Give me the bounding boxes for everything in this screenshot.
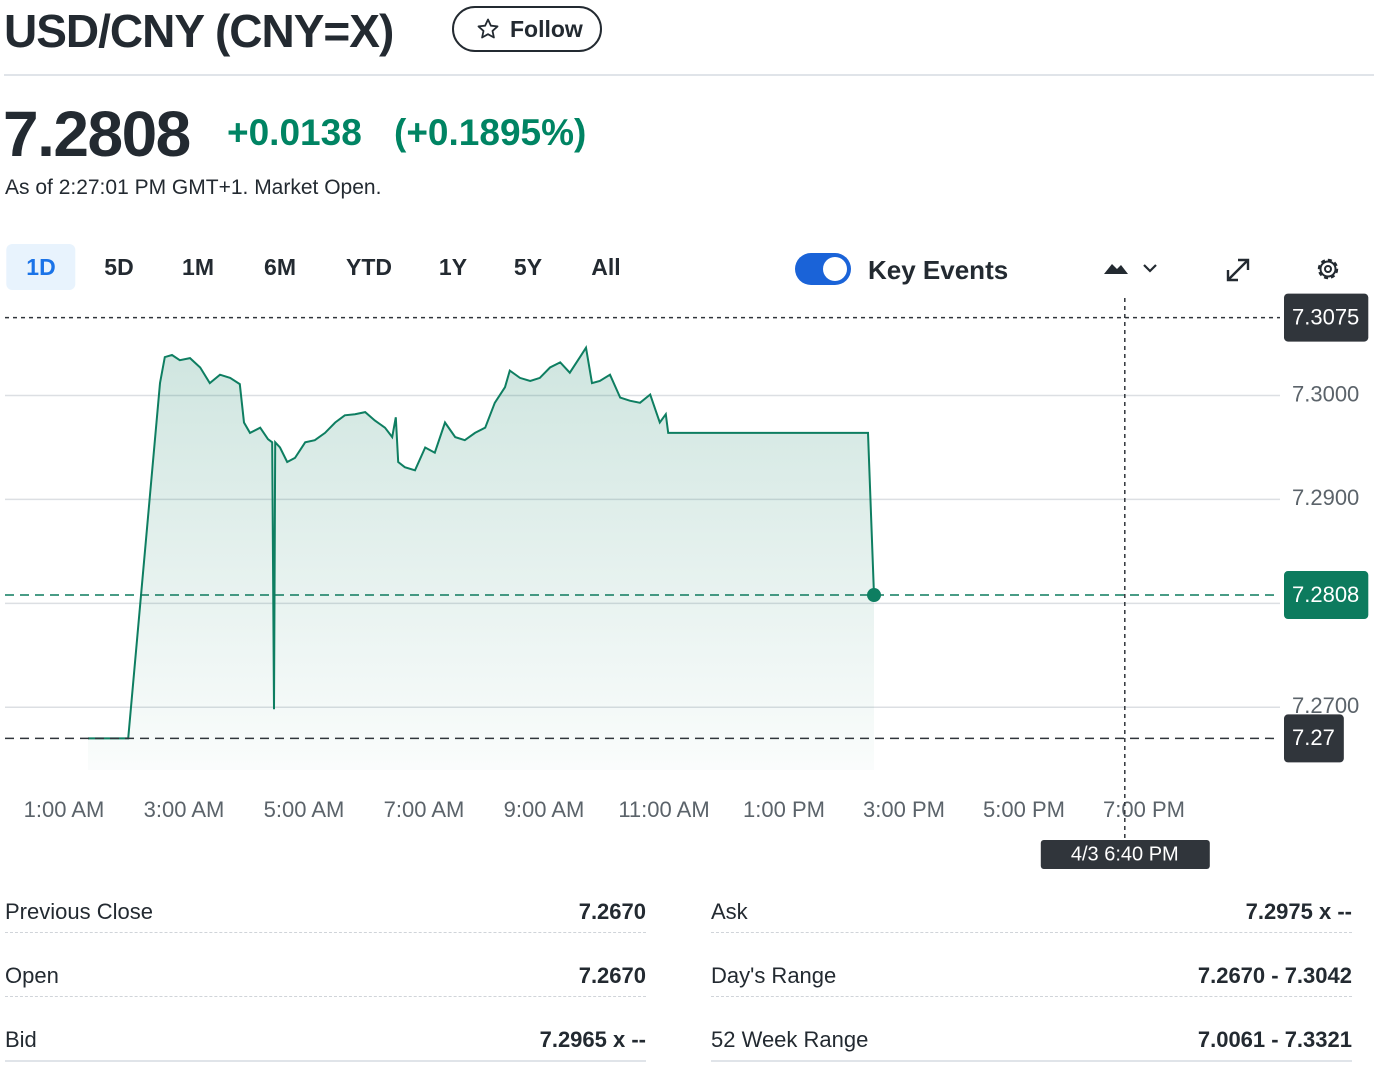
range-tab[interactable]: 5D (104, 254, 134, 280)
x-tick-label: 11:00 AM (618, 797, 709, 822)
crosshair-x-label: 4/3 6:40 PM (1071, 843, 1179, 865)
stat-row: 52 Week Range 7.0061 - 7.3321 (711, 1020, 1352, 1062)
chart-tools (1104, 258, 1339, 282)
stat-label: Day's Range (711, 963, 837, 988)
reference-badge (1284, 571, 1369, 620)
stat-row: Ask 7.2975 x -- (711, 892, 1352, 933)
as-of: As of 2:27:01 PM GMT+1. Market Open. (5, 176, 382, 199)
stat-row: Day's Range 7.2670 - 7.3042 (711, 956, 1352, 997)
range-tab[interactable]: 6M (264, 254, 296, 280)
price-change: +0.0138 (227, 112, 362, 153)
quote-title: USD/CNY (CNY=X) (4, 5, 394, 57)
price: 7.2808 (3, 98, 191, 170)
reference-label: 7.27 (1292, 725, 1335, 750)
area-icon (1104, 264, 1128, 274)
stat-label: Open (5, 963, 59, 988)
stat-label: Ask (711, 899, 748, 924)
y-tick-label: 7.3000 (1292, 381, 1359, 406)
toggle-knob (823, 257, 847, 281)
x-tick-label: 7:00 AM (384, 797, 465, 822)
stat-label: Bid (5, 1027, 37, 1052)
stat-value: 7.2975 x -- (1245, 899, 1352, 924)
stat-row: Bid 7.2965 x -- (5, 1020, 646, 1062)
key-events-label: Key Events (868, 255, 1009, 285)
x-tick-label: 5:00 AM (264, 797, 345, 822)
chevron-icon (1143, 264, 1157, 273)
stat-value: 7.2965 x -- (539, 1027, 646, 1052)
price-line (88, 344, 875, 740)
chart-type-button[interactable] (1104, 264, 1157, 274)
gear-hole (1324, 265, 1332, 273)
expand-button[interactable] (1226, 258, 1250, 282)
divider (4, 74, 1374, 76)
stat-value: 7.0061 - 7.3321 (1197, 1027, 1352, 1052)
area-fill (88, 347, 874, 770)
crosshair-y-badge (1284, 293, 1369, 342)
range-tab[interactable]: 1Y (438, 254, 468, 280)
y-tick-label: 7.2700 (1292, 693, 1359, 718)
x-tick-label: 9:00 AM (504, 797, 585, 822)
settings-button[interactable] (1317, 258, 1339, 280)
stat-value: 7.2670 (578, 899, 646, 924)
stat-value: 7.2670 - 7.3042 (1197, 963, 1352, 988)
gear-teeth (1317, 258, 1339, 280)
price-change-percent: (+0.1895%) (394, 112, 587, 153)
follow-button[interactable]: Follow (452, 6, 602, 52)
crosshair-y-label: 7.3075 (1292, 304, 1359, 329)
reference-label: 7.2808 (1292, 582, 1359, 607)
range-tab[interactable]: All (591, 254, 621, 280)
reference-badge (1284, 714, 1344, 763)
key-events-toggle[interactable] (795, 253, 851, 285)
stat-row: Open 7.2670 (5, 956, 646, 997)
x-tick-label: 5:00 PM (983, 797, 1065, 822)
stat-row: Previous Close 7.2670 (5, 892, 646, 933)
gear-body (1319, 260, 1337, 278)
last-point (867, 588, 881, 603)
range-tab[interactable]: YTD (346, 254, 392, 280)
x-tick-label: 1:00 AM (24, 797, 105, 822)
crosshair-x-badge (1040, 840, 1210, 869)
stat-value: 7.2670 (578, 963, 646, 988)
stat-label: Previous Close (5, 899, 153, 924)
expand-icon (1226, 258, 1250, 282)
x-tick-label: 3:00 AM (144, 797, 225, 822)
x-tick-label: 3:00 PM (863, 797, 945, 822)
range-tab[interactable]: 5Y (513, 254, 543, 280)
star-icon (477, 18, 499, 39)
range-tab[interactable]: 1D (6, 244, 76, 290)
range-tab[interactable]: 1M (182, 254, 214, 280)
follow-label: Follow (510, 16, 583, 42)
x-tick-label: 7:00 PM (1103, 797, 1185, 822)
y-tick-label: 7.2900 (1292, 485, 1359, 510)
stat-label: 52 Week Range (711, 1027, 869, 1052)
x-tick-label: 1:00 PM (743, 797, 825, 822)
